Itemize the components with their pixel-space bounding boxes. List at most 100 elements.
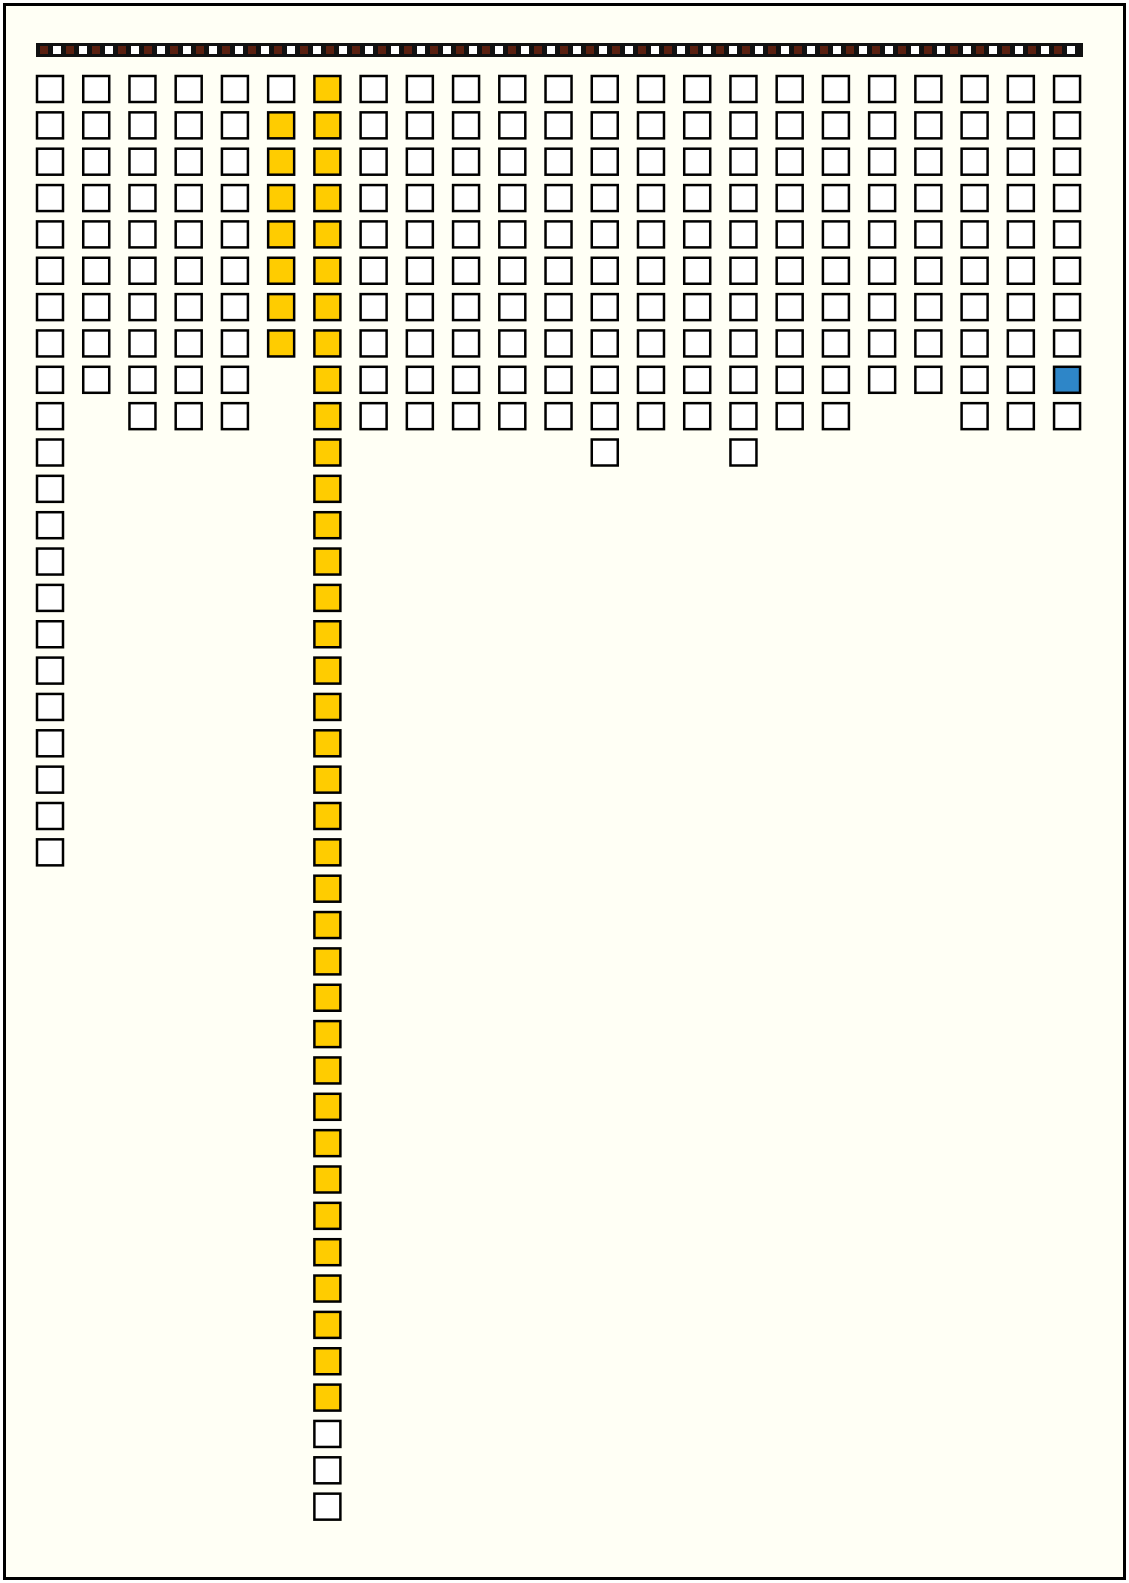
cell — [682, 183, 712, 213]
column — [1052, 74, 1082, 431]
cell — [35, 256, 65, 285]
cell — [544, 111, 573, 140]
column — [313, 74, 342, 1521]
bar-dot — [92, 46, 100, 54]
cell — [1006, 256, 1036, 285]
cell — [359, 256, 388, 285]
bar-dot — [586, 46, 594, 54]
bar-dot — [391, 46, 399, 54]
cell — [775, 401, 804, 431]
cell — [313, 1492, 342, 1521]
cell — [451, 220, 481, 249]
column — [128, 74, 157, 431]
column — [914, 74, 943, 395]
cell — [266, 329, 296, 358]
bar-dot — [1054, 46, 1062, 54]
cell — [359, 329, 388, 358]
bar-dot — [976, 46, 984, 54]
cell — [960, 401, 989, 431]
column — [821, 74, 851, 431]
cell — [960, 329, 989, 358]
cell — [359, 220, 388, 249]
cell — [1052, 111, 1082, 140]
cell — [867, 292, 897, 322]
cell — [682, 220, 712, 249]
bar-dot — [482, 46, 490, 54]
bar-dot — [274, 46, 282, 54]
cell — [128, 183, 157, 213]
column — [590, 74, 620, 467]
bar-dot — [261, 46, 269, 54]
cell — [220, 147, 250, 176]
cell — [867, 74, 897, 104]
cell — [821, 256, 851, 285]
bar-dot — [937, 46, 945, 54]
cell — [35, 620, 65, 649]
cell — [544, 401, 573, 431]
cell — [682, 292, 712, 322]
cell — [960, 74, 989, 104]
cell — [821, 183, 851, 213]
cell — [821, 401, 851, 431]
bar-dot — [742, 46, 750, 54]
bar-dot — [625, 46, 633, 54]
bar-dot — [599, 46, 607, 54]
cell — [359, 365, 388, 395]
column — [729, 74, 758, 467]
cell — [35, 365, 65, 395]
cell — [313, 947, 342, 976]
cell — [544, 292, 573, 322]
cell — [867, 256, 897, 285]
bar-dot — [703, 46, 711, 54]
cell — [81, 111, 111, 140]
cell — [313, 74, 342, 104]
cell — [590, 365, 620, 395]
bar-dot — [1015, 46, 1023, 54]
cell — [266, 111, 296, 140]
cell — [220, 365, 250, 395]
cell — [1052, 329, 1082, 358]
cell — [914, 220, 943, 249]
bar-dot — [404, 46, 412, 54]
bar-dot — [248, 46, 256, 54]
cell — [636, 365, 666, 395]
bar-dot — [365, 46, 373, 54]
cell — [821, 74, 851, 104]
column — [81, 74, 111, 395]
bar-dot — [456, 46, 464, 54]
cell — [590, 74, 620, 104]
cell — [220, 74, 250, 104]
cell — [544, 329, 573, 358]
cell — [914, 365, 943, 395]
cell — [35, 292, 65, 322]
cell — [313, 1456, 342, 1485]
cell — [174, 401, 203, 431]
cell — [174, 329, 203, 358]
cell — [174, 147, 203, 176]
cell — [498, 74, 527, 104]
cell — [867, 147, 897, 176]
cell — [35, 765, 65, 794]
cell — [220, 292, 250, 322]
cell — [313, 1019, 342, 1049]
cell — [266, 256, 296, 285]
cell — [35, 547, 65, 576]
cell — [313, 147, 342, 176]
cell — [313, 874, 342, 903]
cell — [81, 365, 111, 395]
cell — [498, 183, 527, 213]
cell — [81, 220, 111, 249]
cell — [451, 292, 481, 322]
cell — [498, 329, 527, 358]
cell — [498, 401, 527, 431]
bar-dot — [677, 46, 685, 54]
cell — [313, 401, 342, 431]
cell — [590, 329, 620, 358]
cell — [313, 474, 342, 504]
bar-dot — [235, 46, 243, 54]
cell — [313, 983, 342, 1012]
cell — [174, 220, 203, 249]
bar-dot — [66, 46, 74, 54]
cell — [220, 256, 250, 285]
